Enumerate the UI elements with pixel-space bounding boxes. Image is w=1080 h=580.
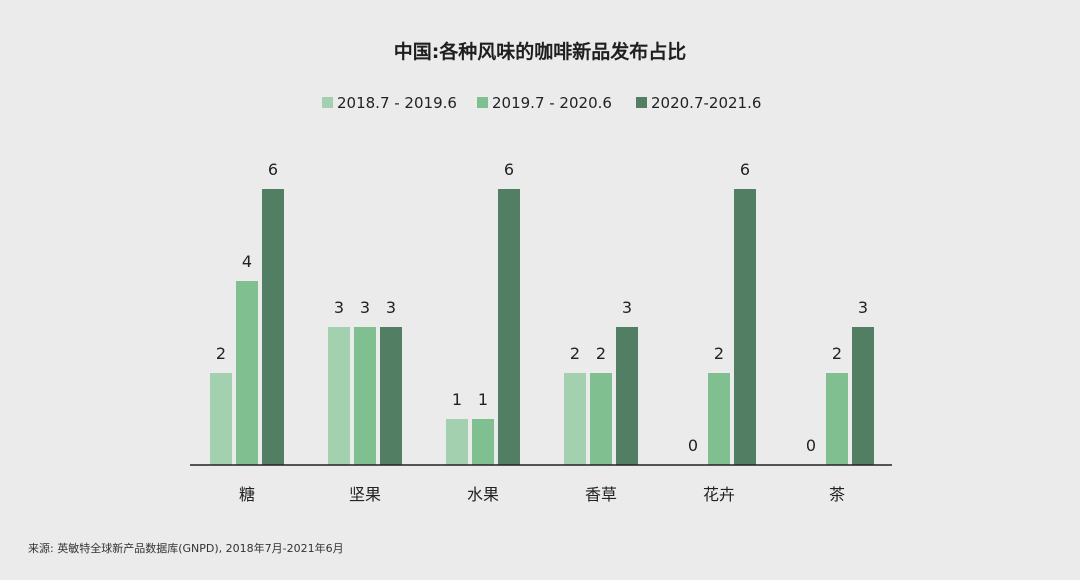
data-label: 2 [832,344,842,363]
x-tick-label: 坚果 [349,485,381,504]
data-label: 1 [452,390,462,409]
data-label: 1 [478,390,488,409]
x-tick-label: 茶 [829,485,845,504]
bar [354,327,376,465]
data-label: 3 [622,298,632,317]
bar [734,189,756,465]
data-label: 0 [688,436,698,455]
data-label: 3 [360,298,370,317]
data-label: 2 [714,344,724,363]
source-note: 来源: 英敏特全球新产品数据库(GNPD), 2018年7月-2021年6月 [28,541,344,555]
bar [236,281,258,465]
legend-label: 2018.7 - 2019.6 [337,94,457,112]
bar [328,327,350,465]
legend-swatch [322,97,333,108]
bar [616,327,638,465]
data-label: 2 [216,344,226,363]
legend: 2018.7 - 2019.6 2019.7 - 2020.6 2020.7-202… [322,94,761,112]
bar [590,373,612,465]
bar [564,373,586,465]
legend-label: 2019.7 - 2020.6 [492,94,612,112]
data-label: 0 [806,436,816,455]
data-label: 6 [740,160,750,179]
x-tick-labels: 糖 坚果 水果 香草 花卉 茶 [239,485,845,504]
bar [852,327,874,465]
data-label: 3 [334,298,344,317]
bar [446,419,468,465]
x-tick-label: 花卉 [703,485,735,504]
legend-swatch [477,97,488,108]
bar [708,373,730,465]
chart-title: 中国:各种风味的咖啡新品发布占比 [394,40,687,63]
legend-swatch [636,97,647,108]
data-label: 3 [858,298,868,317]
legend-label: 2020.7-2021.6 [651,94,761,112]
data-label: 2 [596,344,606,363]
bar [380,327,402,465]
bars [210,189,874,465]
x-tick-label: 香草 [585,485,617,504]
x-tick-label: 糖 [239,485,255,504]
bar [210,373,232,465]
data-label: 2 [570,344,580,363]
bar [472,419,494,465]
data-label: 3 [386,298,396,317]
bar [826,373,848,465]
bar [262,189,284,465]
bar [498,189,520,465]
data-label: 4 [242,252,252,271]
x-tick-label: 水果 [467,485,499,504]
data-label: 6 [268,160,278,179]
data-label: 6 [504,160,514,179]
